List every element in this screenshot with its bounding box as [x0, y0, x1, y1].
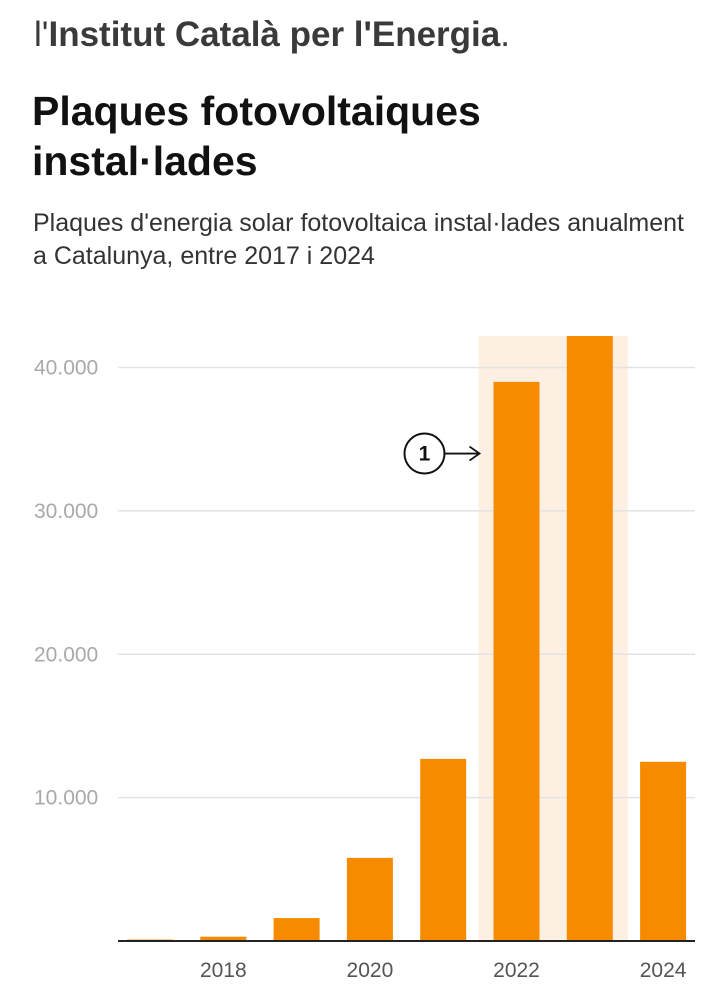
- y-tick-label: 40.000: [34, 357, 98, 380]
- x-tick-label: 2024: [640, 959, 687, 982]
- y-tick-label: 30.000: [34, 500, 98, 523]
- annotation-arrowhead: [468, 445, 482, 462]
- chart-subtitle: Plaques d'energia solar fotovoltaica ins…: [33, 209, 685, 270]
- annotation-number: 1: [419, 443, 431, 466]
- bar-2020: [346, 857, 393, 941]
- chart-title: Plaques fotovoltaiques instal·lades: [32, 88, 481, 184]
- grid-layer: 10.000 20.000 30.000 40.000: [34, 357, 695, 810]
- bar-2023: [566, 336, 613, 941]
- x-tick-label: 2018: [200, 959, 247, 982]
- source-prefix: l': [34, 15, 49, 54]
- y-tick-label: 10.000: [34, 787, 98, 810]
- bar-2018: [200, 936, 247, 941]
- bar-chart: 10.000 20.000 30.000 40.000 2018 2020 2022 202…: [34, 336, 695, 982]
- source-line: l'Institut Català per l'Energia.: [34, 12, 510, 58]
- annotation-layer: 1: [403, 432, 482, 475]
- bars-layer: [127, 336, 687, 942]
- source-name: Institut Català per l'Energia: [48, 15, 501, 54]
- bar-2024: [640, 761, 687, 941]
- source-suffix: .: [500, 15, 510, 54]
- axis-layer: 2018 2020 2022 2024: [118, 940, 695, 982]
- y-tick-label: 20.000: [34, 643, 98, 666]
- bar-2019: [273, 918, 320, 941]
- x-tick-label: 2022: [493, 959, 540, 982]
- x-tick-label: 2020: [347, 959, 394, 982]
- annotation-marker: 1: [403, 432, 482, 475]
- bar-2022: [493, 381, 540, 941]
- bar-2021: [420, 758, 467, 941]
